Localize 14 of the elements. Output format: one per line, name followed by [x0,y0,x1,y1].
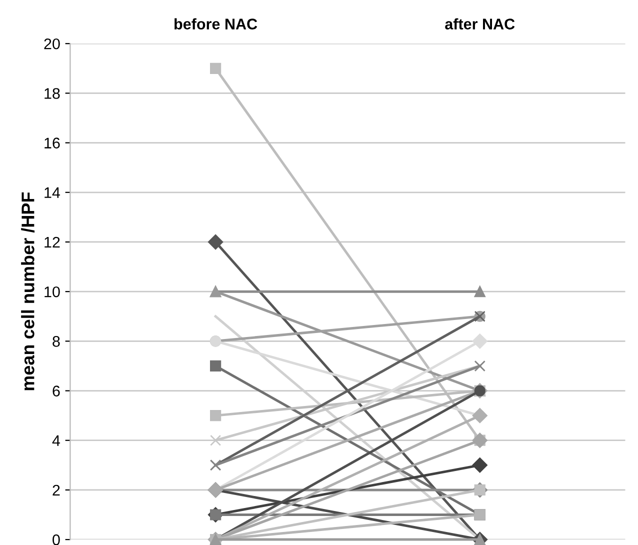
x-tick-label: after NAC [445,18,515,30]
y-tick-label: 14 [44,187,60,198]
y-tick-label: 6 [52,386,60,396]
y-tick-label: 18 [44,88,60,99]
y-tick-label: 4 [52,435,60,446]
y-tick-label: 20 [44,38,60,50]
y-tick-label: 2 [52,484,60,496]
y-tick-label: 12 [44,236,60,248]
y-tick-label: 16 [44,138,60,148]
y-tick-label: 0 [52,534,60,545]
x-tick-label: before NAC [174,18,258,30]
y-tick-label: 8 [52,336,60,347]
y-axis-title: mean cell number /HPF [21,192,35,390]
y-tick-label: 10 [44,286,60,298]
